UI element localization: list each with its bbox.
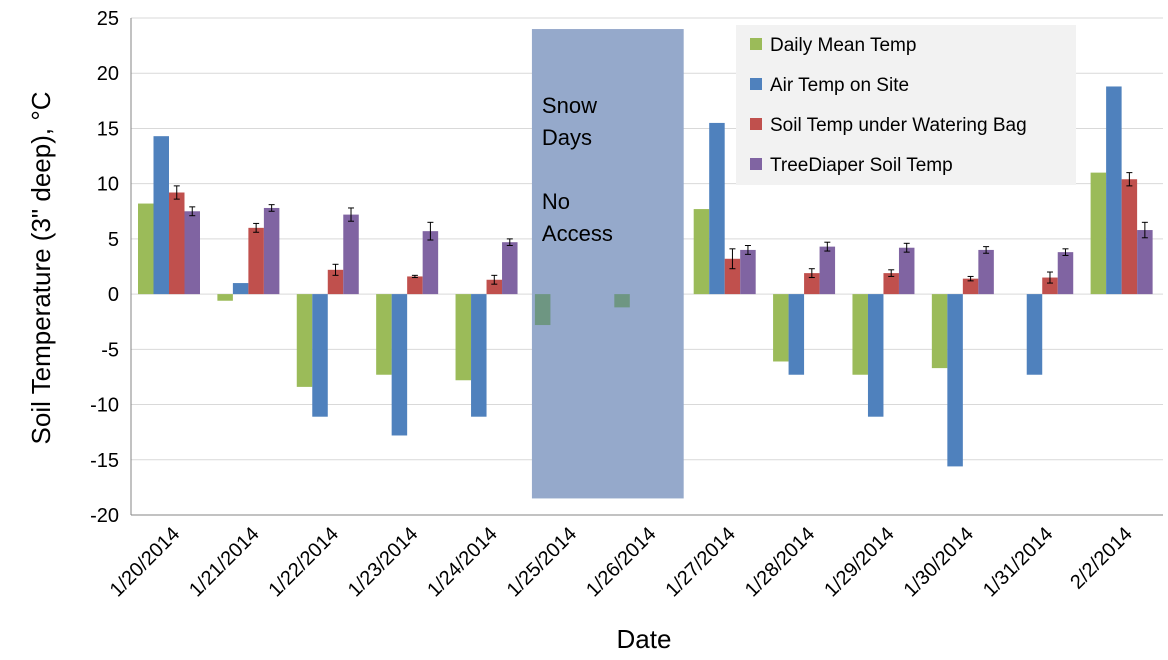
- snow-days-box: [531, 29, 684, 499]
- bar[interactable]: [376, 294, 392, 375]
- bar[interactable]: [1026, 294, 1043, 375]
- bar[interactable]: [804, 273, 820, 295]
- bar[interactable]: [169, 192, 185, 295]
- bar[interactable]: [455, 294, 472, 381]
- bar[interactable]: [773, 294, 789, 362]
- bar[interactable]: [724, 258, 741, 295]
- bar[interactable]: [819, 246, 836, 295]
- bar[interactable]: [217, 294, 233, 301]
- x-tick-label: 1/20/2014: [106, 523, 184, 601]
- legend-label: Soil Temp under Watering Bag: [770, 115, 1027, 136]
- y-tick-label: -15: [90, 450, 119, 472]
- legend-swatch: [750, 38, 762, 50]
- y-tick-label: 5: [108, 229, 119, 251]
- y-tick-label: 10: [97, 174, 119, 196]
- bar[interactable]: [1057, 252, 1074, 295]
- annotation-text: No: [542, 189, 570, 214]
- x-tick-label: 1/30/2014: [900, 523, 978, 601]
- bar[interactable]: [486, 279, 503, 295]
- bar[interactable]: [296, 294, 313, 387]
- x-tick-label: 1/31/2014: [979, 523, 1057, 601]
- series-soil-temp-under-watering-bag: [169, 172, 1138, 295]
- bar[interactable]: [1121, 179, 1138, 295]
- legend: Daily Mean Temp Air Temp on Site Soil Temp…: [736, 25, 1076, 185]
- bar[interactable]: [852, 294, 868, 375]
- legend-label: Air Temp on Site: [770, 75, 909, 96]
- bar[interactable]: [1090, 172, 1107, 295]
- bar[interactable]: [867, 294, 884, 417]
- y-tick-label: -5: [101, 339, 119, 361]
- x-axis-title: Date: [617, 624, 672, 654]
- bar[interactable]: [502, 242, 518, 295]
- bar[interactable]: [534, 294, 551, 326]
- bar[interactable]: [947, 294, 963, 467]
- x-tick-label: 2/2/2014: [1066, 523, 1137, 594]
- bar[interactable]: [693, 209, 710, 295]
- series-daily-mean-temp: [138, 172, 1107, 387]
- x-tick-label: 1/28/2014: [741, 523, 819, 601]
- legend-label: Daily Mean Temp: [770, 35, 916, 56]
- y-tick-label: 0: [108, 284, 119, 306]
- bar[interactable]: [709, 122, 725, 295]
- y-tick-label: -20: [90, 505, 119, 527]
- series-treediaper-soil-temp: [184, 204, 1153, 295]
- bar[interactable]: [1106, 86, 1122, 295]
- bar-series-group: [138, 86, 1153, 467]
- x-tick-label: 1/26/2014: [582, 523, 660, 601]
- x-tick-label: 1/24/2014: [423, 523, 501, 601]
- bar[interactable]: [263, 207, 280, 295]
- bar[interactable]: [740, 249, 756, 295]
- bar[interactable]: [614, 294, 630, 308]
- x-tick-label: 1/22/2014: [265, 523, 343, 601]
- bar[interactable]: [153, 136, 170, 295]
- bar[interactable]: [422, 231, 439, 295]
- bar[interactable]: [962, 278, 979, 295]
- bar[interactable]: [138, 203, 154, 295]
- legend-swatch: [750, 158, 762, 170]
- x-tick-label: 1/29/2014: [820, 523, 898, 601]
- bar[interactable]: [327, 269, 344, 295]
- legend-box: [736, 25, 1076, 185]
- bar[interactable]: [312, 294, 328, 417]
- bar[interactable]: [391, 294, 408, 436]
- y-tick-label: -10: [90, 395, 119, 417]
- legend-swatch: [750, 118, 762, 130]
- series-air-temp-on-site: [153, 86, 1122, 467]
- bar[interactable]: [1042, 277, 1058, 295]
- legend-swatch: [750, 78, 762, 90]
- bar[interactable]: [898, 247, 915, 295]
- bar[interactable]: [407, 276, 423, 295]
- bar[interactable]: [931, 294, 948, 369]
- y-tick-label: 25: [97, 8, 119, 30]
- y-axis-title: Soil Temperature (3" deep), °C: [26, 92, 56, 445]
- bar[interactable]: [883, 273, 899, 295]
- annotation-text: Snow: [542, 93, 597, 118]
- bar[interactable]: [471, 294, 487, 417]
- snow-days-annotation: Snow Days No Access: [531, 29, 684, 499]
- bar[interactable]: [343, 214, 359, 295]
- y-tick-label: 20: [97, 63, 119, 85]
- x-tick-label: 1/23/2014: [344, 523, 422, 601]
- legend-label: TreeDiaper Soil Temp: [770, 155, 953, 176]
- bar[interactable]: [232, 283, 249, 295]
- annotation-text: Access: [542, 221, 613, 246]
- bar[interactable]: [788, 294, 805, 375]
- x-tick-label: 1/27/2014: [661, 523, 739, 601]
- annotation-text: Days: [542, 125, 592, 150]
- x-tick-label: 1/25/2014: [503, 523, 581, 601]
- bar[interactable]: [1137, 230, 1153, 295]
- x-tick-label: 1/21/2014: [185, 523, 263, 601]
- bar[interactable]: [978, 249, 994, 295]
- bar[interactable]: [184, 211, 201, 295]
- y-tick-label: 15: [97, 118, 119, 140]
- bar[interactable]: [248, 227, 264, 295]
